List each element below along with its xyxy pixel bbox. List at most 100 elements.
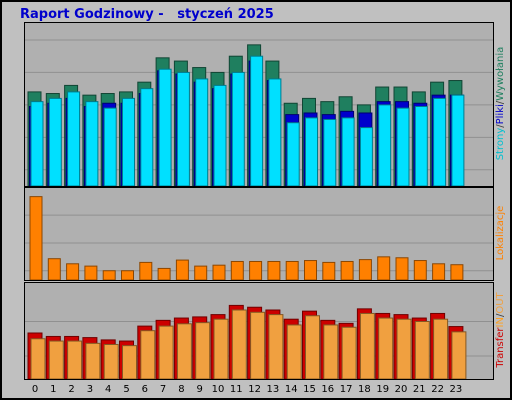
bar-hits-1 bbox=[48, 97, 62, 187]
x-tick-label: 5 bbox=[123, 384, 129, 395]
bar-visits-22 bbox=[432, 263, 446, 281]
legend-part: / bbox=[495, 100, 506, 104]
x-tick-label: 10 bbox=[212, 384, 225, 395]
bar-hits-6 bbox=[140, 88, 154, 187]
x-tick-label: 13 bbox=[267, 384, 280, 395]
bar-transfer_out-10 bbox=[213, 318, 229, 380]
bar-hits-19 bbox=[378, 104, 392, 187]
legend-part: Lokalizacje bbox=[495, 206, 506, 261]
bar-hits-4 bbox=[103, 107, 117, 187]
bar-visits-3 bbox=[84, 265, 98, 281]
bar-visits-8 bbox=[175, 259, 189, 281]
bar-transfer_out-13 bbox=[268, 314, 284, 380]
legend-transfer: TransferIN/OUT bbox=[495, 291, 506, 368]
bar-visits-14 bbox=[285, 260, 299, 281]
x-tick-label: 22 bbox=[431, 384, 444, 395]
bar-hits-16 bbox=[323, 118, 337, 187]
legend-part: / bbox=[495, 313, 506, 317]
bar-visits-21 bbox=[413, 260, 427, 281]
bar-visits-10 bbox=[212, 264, 226, 281]
bar-hits-13 bbox=[268, 78, 282, 187]
x-tick-label: 3 bbox=[87, 384, 93, 395]
bar-hits-14 bbox=[286, 122, 300, 187]
legend-part: Wywołania bbox=[495, 47, 506, 101]
bar-transfer_out-12 bbox=[250, 311, 266, 380]
bar-transfer_out-11 bbox=[231, 309, 247, 380]
bar-transfer_out-20 bbox=[396, 318, 412, 380]
bar-visits-1 bbox=[47, 258, 61, 281]
x-tick-label: 11 bbox=[230, 384, 243, 395]
legend-part: / bbox=[495, 124, 506, 128]
bar-visits-4 bbox=[102, 270, 116, 281]
legend-hits-files-pages: Strony/Pliki/Wywołania bbox=[495, 47, 506, 161]
transfer-panel: 1000M2.5G bbox=[7, 282, 494, 380]
bar-transfer_out-6 bbox=[140, 330, 156, 380]
bar-transfer_out-7 bbox=[158, 325, 174, 380]
bar-visits-11 bbox=[230, 260, 244, 281]
bar-visits-16 bbox=[322, 261, 336, 281]
bar-hits-7 bbox=[158, 68, 172, 187]
x-tick-label: 16 bbox=[321, 384, 334, 395]
bar-visits-9 bbox=[194, 265, 208, 281]
bar-visits-17 bbox=[340, 260, 354, 281]
bar-hits-8 bbox=[176, 71, 190, 187]
x-tick-label: 8 bbox=[178, 384, 184, 395]
bar-transfer_out-5 bbox=[122, 345, 137, 380]
visits-panel: 2k8k14k bbox=[7, 187, 494, 281]
bar-transfer_out-8 bbox=[176, 323, 192, 380]
bar-transfer_out-19 bbox=[378, 317, 394, 380]
transfer-chart: 1000M2.5G bbox=[7, 304, 493, 380]
x-tick-label: 6 bbox=[142, 384, 148, 395]
bar-hits-2 bbox=[67, 91, 81, 187]
bar-visits-5 bbox=[121, 270, 134, 281]
bar-visits-2 bbox=[66, 263, 80, 281]
bar-visits-6 bbox=[139, 261, 153, 281]
bar-hits-10 bbox=[213, 84, 227, 187]
legend-label: TransferIN/OUT bbox=[495, 291, 506, 368]
bar-visits-7 bbox=[157, 267, 171, 281]
bar-hits-23 bbox=[451, 94, 465, 187]
legend-part: IN bbox=[495, 317, 506, 327]
bar-transfer_out-15 bbox=[305, 315, 320, 380]
x-tick-label: 14 bbox=[285, 384, 298, 395]
bar-visits-13 bbox=[267, 260, 281, 281]
bar-transfer_out-3 bbox=[85, 342, 101, 380]
bar-visits-0 bbox=[29, 196, 43, 281]
legend-part: OUT bbox=[495, 291, 506, 313]
x-tick-label: 15 bbox=[303, 384, 316, 395]
bar-hits-17 bbox=[341, 117, 355, 187]
bar-visits-12 bbox=[249, 260, 263, 281]
x-tick-label: 19 bbox=[376, 384, 389, 395]
bar-hits-5 bbox=[122, 97, 135, 187]
x-tick-label: 21 bbox=[413, 384, 426, 395]
x-tick-label: 12 bbox=[248, 384, 261, 395]
bar-visits-20 bbox=[395, 257, 409, 281]
x-tick-label: 0 bbox=[32, 384, 38, 395]
bar-visits-18 bbox=[358, 259, 372, 281]
bar-transfer_out-21 bbox=[414, 321, 430, 380]
visits-chart: 2k8k14k bbox=[7, 196, 493, 281]
bar-hits-3 bbox=[85, 101, 99, 187]
bar-hits-15 bbox=[305, 117, 318, 187]
bar-transfer_out-9 bbox=[195, 322, 211, 380]
bar-hits-18 bbox=[359, 127, 373, 187]
hits-files-pages-panel: 50k150k250k350k450k bbox=[7, 22, 494, 187]
bar-transfer_out-14 bbox=[286, 324, 302, 380]
bar-transfer_out-2 bbox=[67, 340, 83, 380]
x-tick-label: 2 bbox=[68, 384, 74, 395]
bar-transfer_out-18 bbox=[359, 312, 375, 380]
bar-visits-19 bbox=[377, 256, 391, 281]
x-tick-label: 9 bbox=[197, 384, 203, 395]
hits-files-pages-chart: 50k150k250k350k450k bbox=[7, 28, 493, 187]
bar-visits-23 bbox=[450, 264, 464, 281]
bar-transfer_out-0 bbox=[30, 338, 46, 380]
bar-hits-9 bbox=[195, 78, 209, 187]
bar-transfer_out-16 bbox=[323, 324, 339, 380]
bar-hits-21 bbox=[414, 106, 428, 187]
x-tick-label: 18 bbox=[358, 384, 371, 395]
x-tick-label: 20 bbox=[395, 384, 408, 395]
bar-hits-22 bbox=[433, 97, 447, 187]
legend-label: Strony/Pliki/Wywołania bbox=[495, 47, 506, 161]
bar-transfer_out-1 bbox=[48, 340, 64, 380]
